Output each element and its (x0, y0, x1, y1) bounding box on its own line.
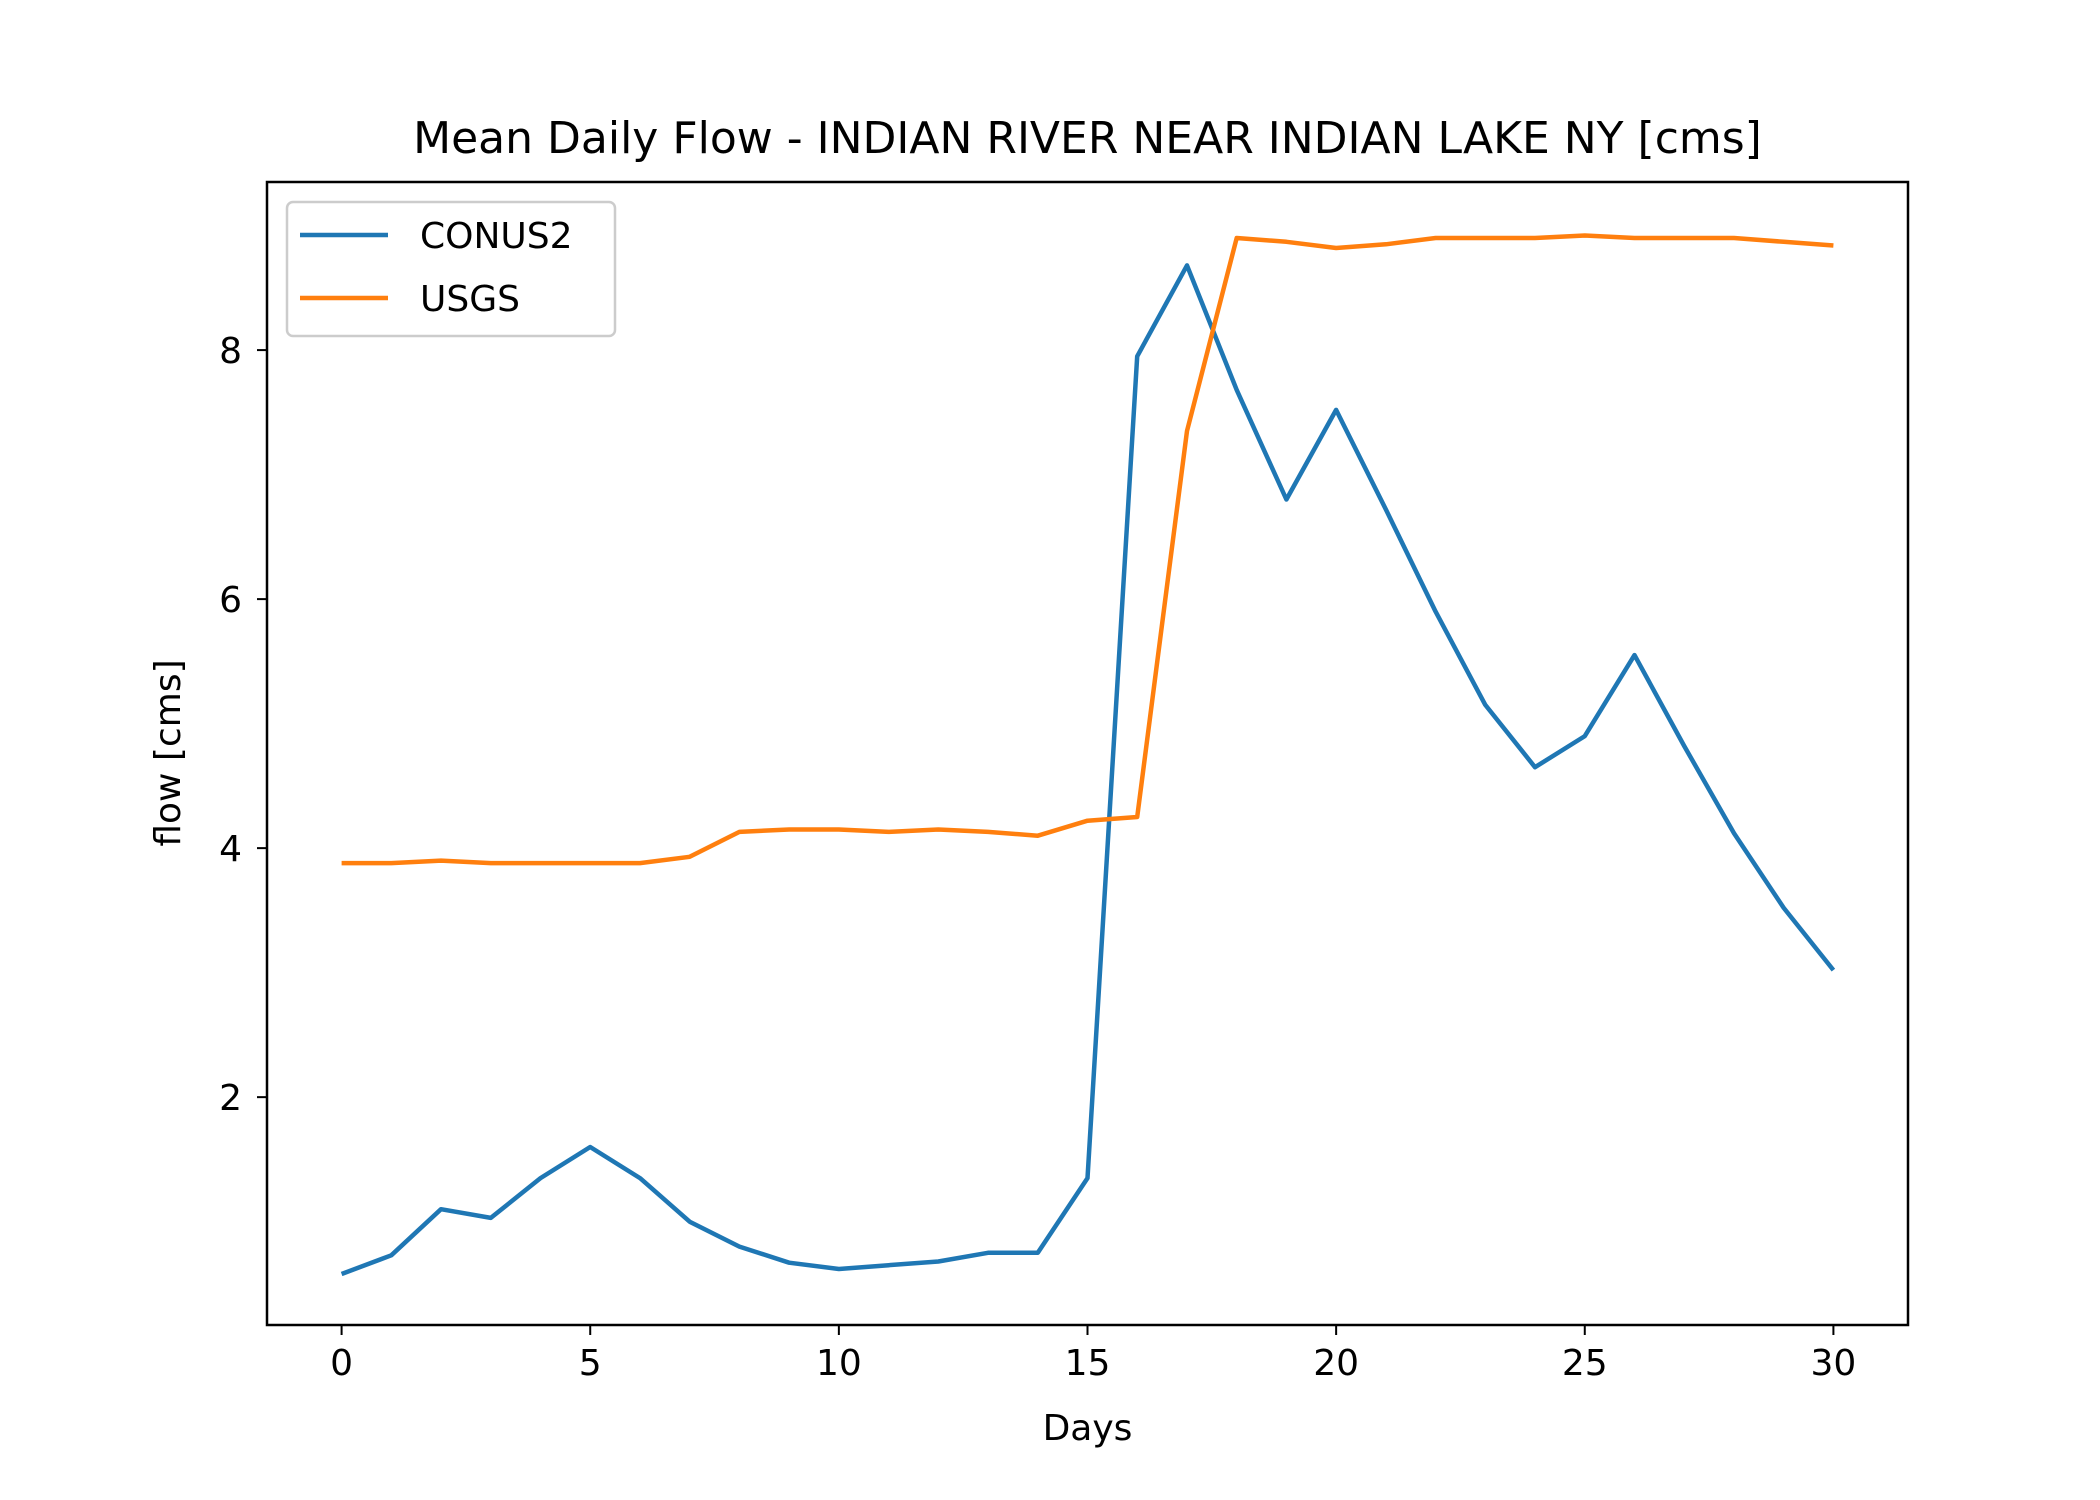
y-axis-label: flow [cms] (148, 659, 189, 846)
legend-label-conus2: CONUS2 (420, 216, 573, 257)
y-tick-label-6: 6 (219, 580, 242, 621)
x-tick-label-10: 10 (816, 1343, 862, 1384)
chart-title: Mean Daily Flow - INDIAN RIVER NEAR INDI… (413, 113, 1762, 164)
x-tick-label-25: 25 (1562, 1343, 1608, 1384)
x-tick-label-5: 5 (579, 1343, 602, 1384)
x-tick-label-0: 0 (330, 1343, 353, 1384)
x-axis: 0 5 10 15 20 25 30 (330, 1325, 1856, 1384)
x-axis-label: Days (1043, 1408, 1133, 1449)
x-tick-label-30: 30 (1811, 1343, 1857, 1384)
x-tick-label-15: 15 (1065, 1343, 1111, 1384)
series-layer (340, 233, 1836, 1277)
y-tick-label-2: 2 (219, 1078, 242, 1119)
legend: CONUS2 USGS (285, 200, 617, 338)
y-tick-label-4: 4 (219, 829, 242, 870)
y-tick-label-8: 8 (219, 331, 242, 372)
x-tick-label-20: 20 (1313, 1343, 1359, 1384)
series-line-conus2 (340, 263, 1836, 1277)
legend-label-usgs: USGS (420, 279, 520, 320)
series-line-usgs (341, 233, 1834, 866)
y-axis: 2 4 6 8 (219, 331, 267, 1119)
